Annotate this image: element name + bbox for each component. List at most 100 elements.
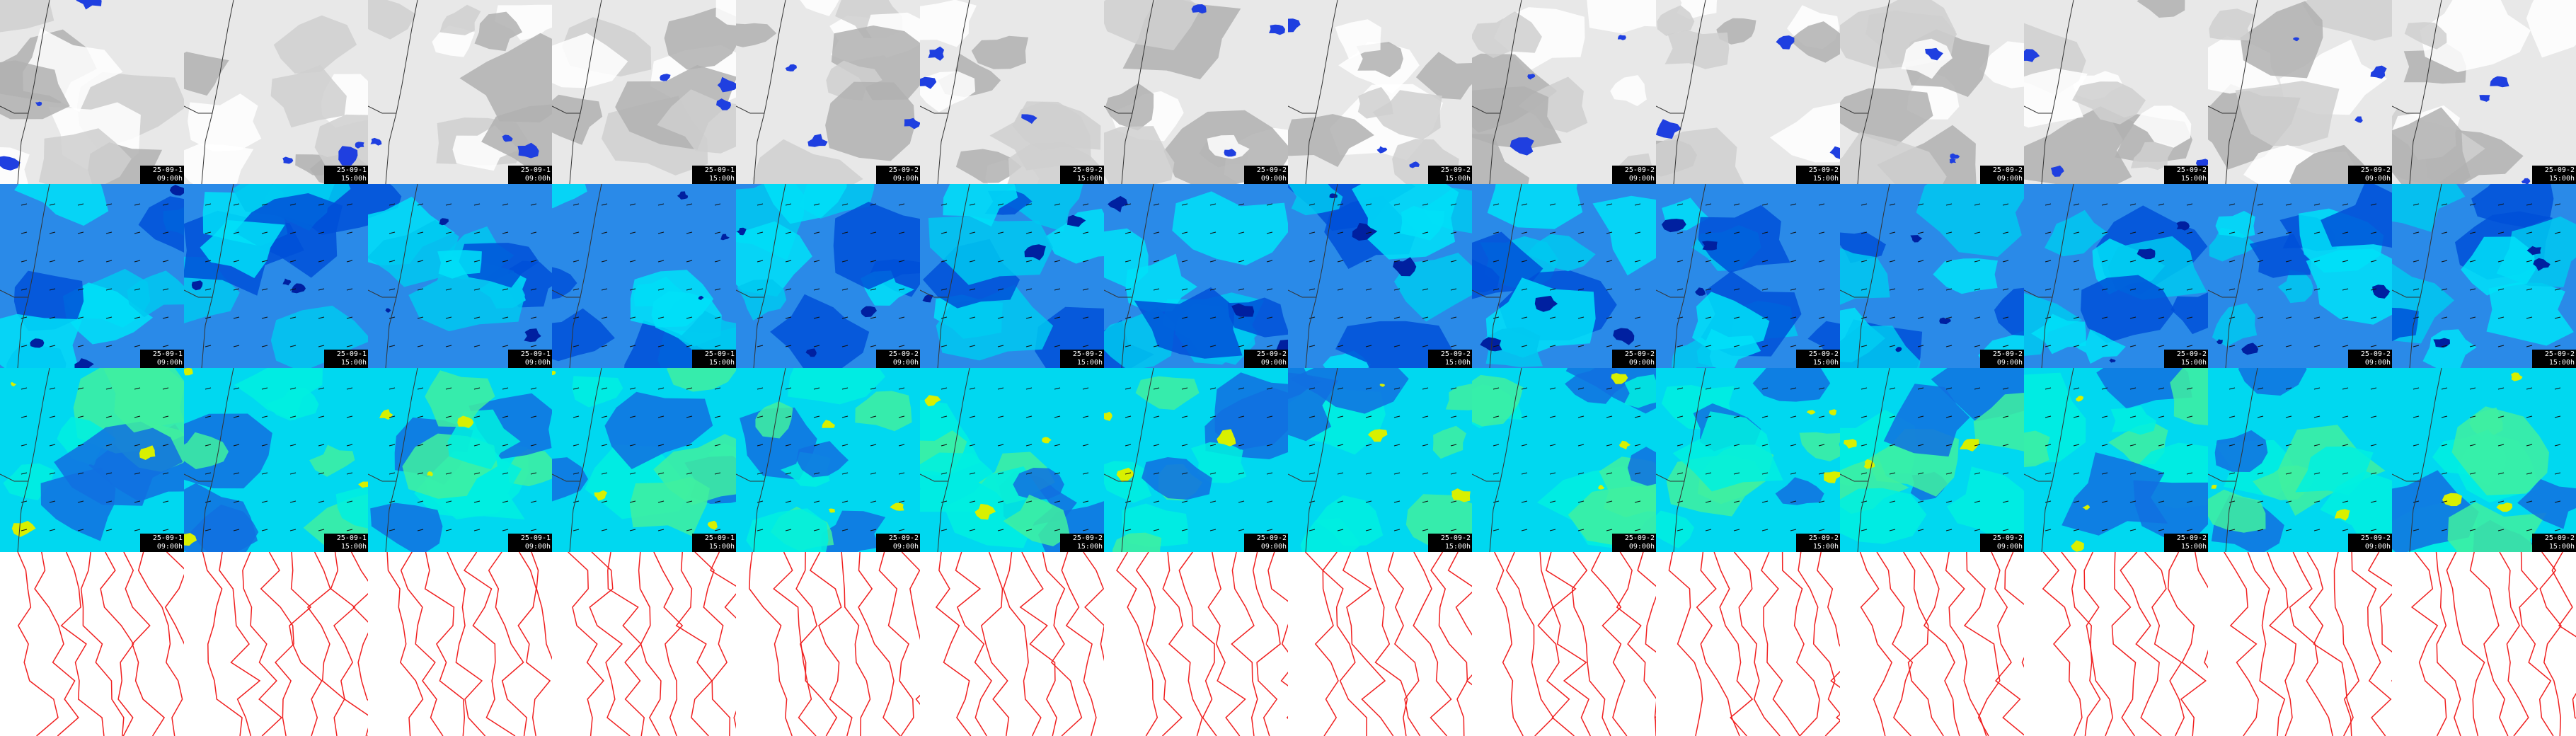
map-tile: 25-09-2 15:00h <box>2392 368 2576 552</box>
time-label: 25-09-2 09:00h <box>1244 166 1288 184</box>
label-date: 25-09-2 <box>1072 166 1103 174</box>
label-time: 15:00h <box>1076 359 1103 367</box>
label-date: 25-09-1 <box>704 534 735 542</box>
label-time: 09:00h <box>1260 543 1287 551</box>
time-label: 25-09-2 09:00h <box>1980 534 2024 552</box>
map-tile <box>1104 552 1288 736</box>
label-date: 25-09-1 <box>152 534 183 542</box>
map-tile: 25-09-2 09:00h <box>1840 368 2024 552</box>
time-label: 25-09-2 15:00h <box>2532 166 2576 184</box>
map <box>920 0 1104 184</box>
map-tile: 25-09-1 15:00h <box>552 368 736 552</box>
map-tile: 25-09-2 15:00h <box>1656 0 1840 184</box>
map-tile: 25-09-2 15:00h <box>920 0 1104 184</box>
time-label: 25-09-2 15:00h <box>2532 534 2576 552</box>
map <box>2392 552 2576 736</box>
map-tile: 25-09-2 15:00h <box>1656 184 1840 368</box>
label-date: 25-09-1 <box>704 350 735 358</box>
map-tile: 25-09-2 15:00h <box>1288 0 1472 184</box>
time-label: 25-09-2 09:00h <box>1980 166 2024 184</box>
map <box>368 368 552 552</box>
map-tile: 25-09-2 09:00h <box>1104 184 1288 368</box>
map-tile: 25-09-2 09:00h <box>1840 184 2024 368</box>
time-label: 25-09-2 15:00h <box>1796 350 1840 368</box>
time-label: 25-09-2 15:00h <box>2164 166 2208 184</box>
map <box>1656 0 1840 184</box>
label-date: 25-09-1 <box>704 166 735 174</box>
map <box>920 368 1104 552</box>
time-label: 25-09-2 09:00h <box>1980 350 2024 368</box>
map-tile <box>1288 552 1472 736</box>
map-tile <box>368 552 552 736</box>
label-time: 09:00h <box>156 543 183 551</box>
map <box>2024 0 2208 184</box>
time-label: 25-09-1 09:00h <box>140 534 184 552</box>
map <box>2392 368 2576 552</box>
map-tile: 25-09-1 09:00h <box>0 0 184 184</box>
map <box>2208 368 2392 552</box>
label-date: 25-09-2 <box>1992 350 2023 358</box>
time-label: 25-09-2 09:00h <box>876 166 920 184</box>
label-time: 15:00h <box>1444 543 1471 551</box>
label-date: 25-09-2 <box>1808 350 1839 358</box>
label-time: 09:00h <box>156 175 183 183</box>
map-tile <box>1840 552 2024 736</box>
time-label: 25-09-1 09:00h <box>140 166 184 184</box>
map <box>2208 0 2392 184</box>
time-label: 25-09-2 09:00h <box>876 350 920 368</box>
map-tile: 25-09-1 15:00h <box>184 0 368 184</box>
time-label: 25-09-2 15:00h <box>1796 534 1840 552</box>
map-tile: 25-09-1 15:00h <box>552 0 736 184</box>
map-tile: 25-09-2 15:00h <box>2024 0 2208 184</box>
map <box>2024 552 2208 736</box>
label-date: 25-09-1 <box>520 166 551 174</box>
map-tile: 25-09-2 09:00h <box>1104 368 1288 552</box>
label-date: 25-09-1 <box>152 166 183 174</box>
map-tile: 25-09-2 09:00h <box>1472 368 1656 552</box>
map <box>1840 552 2024 736</box>
label-time: 15:00h <box>1812 359 1839 367</box>
time-label: 25-09-1 09:00h <box>140 350 184 368</box>
map-tile: 25-09-2 15:00h <box>1288 368 1472 552</box>
label-date: 25-09-1 <box>336 534 367 542</box>
map <box>2208 184 2392 368</box>
label-date: 25-09-1 <box>520 534 551 542</box>
label-date: 25-09-2 <box>2544 350 2575 358</box>
label-time: 09:00h <box>2364 543 2391 551</box>
time-label: 25-09-2 09:00h <box>1612 350 1656 368</box>
time-label: 25-09-1 15:00h <box>324 166 368 184</box>
label-time: 15:00h <box>1076 543 1103 551</box>
label-date: 25-09-1 <box>520 350 551 358</box>
map <box>736 368 920 552</box>
map-tile: 25-09-2 15:00h <box>2392 0 2576 184</box>
map <box>1840 184 2024 368</box>
label-time: 15:00h <box>2548 175 2575 183</box>
map <box>736 552 920 736</box>
map-tile: 25-09-1 09:00h <box>0 184 184 368</box>
label-date: 25-09-2 <box>2360 166 2391 174</box>
label-time: 09:00h <box>1628 543 1655 551</box>
label-date: 25-09-2 <box>1624 534 1655 542</box>
map <box>1288 184 1472 368</box>
time-label: 25-09-2 15:00h <box>2164 350 2208 368</box>
map <box>920 552 1104 736</box>
map <box>1840 0 2024 184</box>
map <box>1656 368 1840 552</box>
time-label: 25-09-2 09:00h <box>876 534 920 552</box>
time-label: 25-09-2 15:00h <box>1428 534 1472 552</box>
map <box>920 184 1104 368</box>
map <box>552 368 736 552</box>
time-label: 25-09-1 15:00h <box>692 350 736 368</box>
time-label: 25-09-1 15:00h <box>324 534 368 552</box>
map-tile: 25-09-1 15:00h <box>184 184 368 368</box>
label-date: 25-09-2 <box>1808 166 1839 174</box>
map <box>2024 184 2208 368</box>
time-label: 25-09-2 09:00h <box>2348 166 2392 184</box>
label-date: 25-09-2 <box>888 350 919 358</box>
label-time: 15:00h <box>1444 175 1471 183</box>
map-tile <box>552 552 736 736</box>
label-date: 25-09-2 <box>2544 166 2575 174</box>
map-tile: 25-09-2 09:00h <box>736 368 920 552</box>
time-label: 25-09-2 15:00h <box>1060 166 1104 184</box>
time-label: 25-09-2 15:00h <box>1428 350 1472 368</box>
